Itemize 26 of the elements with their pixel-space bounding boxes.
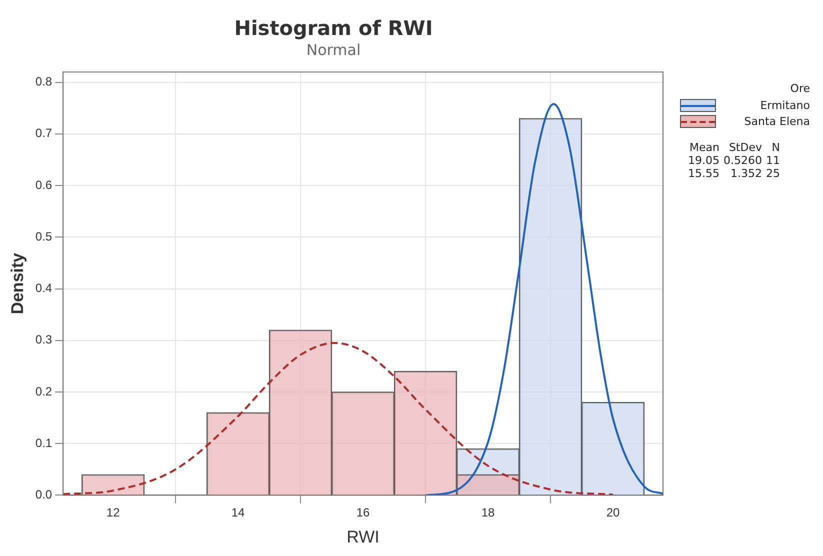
x-tick-label: 14 (231, 506, 246, 520)
text: 15.55 1.352 25 (687, 167, 781, 180)
text: Ermitano (760, 98, 810, 112)
x-tick-label: 20 (606, 506, 620, 520)
y-tick-label: 0.1 (35, 436, 52, 450)
y-tick-label: 0.3 (35, 332, 52, 347)
text: 19.05 0.5260 11 (687, 154, 781, 167)
y-tick-label: 0.4 (35, 281, 52, 296)
line-series (63, 342, 614, 496)
legend-title: Ore (789, 82, 810, 95)
y-axis-title: Density (8, 252, 27, 314)
line-series (424, 103, 663, 496)
y-tick-label: 0.5 (35, 229, 52, 244)
y-tick-label: 0.6 (35, 178, 52, 192)
text: Santa Elena (744, 114, 810, 128)
x-axis-title: RWI (346, 527, 380, 546)
chart-title: Histogram of RWI (234, 16, 433, 40)
chart-subtitle: Normal (306, 40, 361, 59)
text: Mean StDev N (688, 141, 781, 154)
y-tick-label: 0.2 (35, 384, 52, 398)
y-tick-label: 0.8 (35, 74, 52, 89)
x-tick-label: 12 (106, 506, 120, 520)
y-tick-label: 0.0 (35, 488, 52, 502)
y-tick-label: 0.7 (35, 126, 52, 140)
x-tick-label: 16 (356, 506, 370, 520)
x-tick-label: 18 (481, 506, 496, 520)
